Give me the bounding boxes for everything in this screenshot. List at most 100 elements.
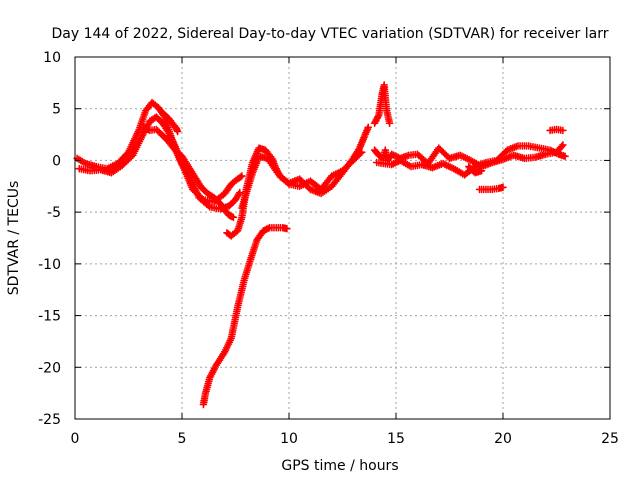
series-track-7 [199, 223, 291, 409]
data-point-marks [221, 206, 232, 218]
data-point-marks [471, 167, 486, 177]
y-tick-label: 0 [52, 153, 61, 169]
y-tick-label: -25 [38, 412, 61, 428]
data-point-marks [531, 150, 548, 162]
data-point-marks [546, 125, 559, 135]
data-point-marks [554, 150, 569, 161]
data-point-marks [265, 223, 278, 232]
data-point-marks [158, 109, 172, 122]
x-axis-label: GPS time / hours [281, 458, 398, 474]
series-track-3 [139, 123, 238, 222]
data-point-marks [503, 142, 520, 154]
data-point-marks [370, 146, 382, 158]
data-point-marks [439, 159, 456, 172]
series-track-12 [546, 125, 567, 135]
data-point-marks [206, 363, 220, 382]
data-point-marks [129, 135, 145, 160]
y-tick-label: -10 [38, 257, 61, 273]
series-track-1 [73, 98, 246, 206]
data-point-marks [107, 163, 125, 177]
data-point-marks [221, 336, 235, 356]
data-point-marks [227, 176, 240, 188]
data-point-marks [165, 115, 179, 130]
data-point-marks [114, 149, 131, 168]
y-tick-label: 5 [52, 102, 61, 118]
series-track-9 [372, 142, 569, 179]
data-point-marks [233, 278, 248, 312]
data-point-marks [317, 183, 334, 198]
data-point-marks [233, 172, 246, 183]
series-track-6 [238, 148, 366, 212]
data-point-marks [169, 144, 185, 159]
data-point-marks [372, 158, 385, 167]
data-point-marks [216, 200, 228, 213]
data-point-marks [375, 92, 386, 119]
data-point-marks [184, 162, 198, 180]
data-point-marks [370, 112, 382, 127]
data-point-marks [360, 123, 372, 142]
y-tick-label: 10 [43, 50, 61, 66]
series-track-2 [75, 113, 244, 213]
series-track-13 [465, 162, 486, 177]
data-point-marks [163, 135, 176, 151]
data-point-marks [482, 185, 494, 194]
x-tick-label: 10 [280, 431, 298, 447]
x-tick-label: 0 [71, 431, 80, 447]
data-point-marks [158, 119, 172, 136]
data-point-marks [148, 98, 161, 111]
data-point-marks [524, 142, 541, 152]
data-point-marks [382, 104, 394, 127]
series-track-5 [223, 123, 372, 240]
tick-layer: 0 5 10 15 20 25 10 5 0 -5 -10 -15 -20 -25 [38, 50, 619, 447]
x-tick-label: 20 [494, 431, 512, 447]
data-point-marks [178, 152, 192, 169]
data-point-marks [152, 125, 163, 136]
data-point-marks [186, 175, 203, 200]
data-point-marks [124, 127, 143, 156]
data-point-marks [492, 147, 510, 165]
x-tick-label: 25 [601, 431, 619, 447]
data-point-marks [233, 215, 246, 235]
data-point-marks [152, 113, 166, 126]
data-point-marks [272, 223, 285, 232]
data-point-marks [253, 228, 267, 244]
series-track-10 [370, 81, 394, 127]
data-point-marks [263, 154, 281, 176]
data-point-marks [225, 197, 238, 210]
data-point-marks [199, 391, 209, 409]
data-point-marks [240, 258, 254, 285]
y-axis-label: SDTVAR / TECUs [6, 181, 22, 296]
data-point-marks [227, 305, 241, 343]
data-point-marks [317, 173, 335, 194]
data-point-marks [509, 151, 527, 162]
data-point-marks [203, 189, 217, 201]
data-point-marks [118, 152, 136, 170]
data-point-marks [261, 146, 275, 161]
data-point-marks [195, 193, 213, 210]
data-point-marks [156, 129, 170, 143]
x-tick-label: 5 [178, 431, 187, 447]
data-point-marks [435, 144, 452, 161]
data-point-marks [488, 184, 501, 194]
data-point-marks [146, 125, 158, 135]
data-point-marks [552, 125, 567, 135]
data-point-marks [349, 148, 366, 165]
data-point-marks [231, 188, 244, 204]
data-point-marks [380, 81, 390, 111]
data-point-marks [212, 349, 228, 369]
data-point-marks [210, 193, 223, 207]
data-point-marks [227, 228, 240, 240]
y-tick-label: -20 [38, 360, 61, 376]
x-tick-label: 15 [387, 431, 405, 447]
data-point-marks [197, 183, 211, 197]
data-point-marks [242, 171, 256, 198]
data-point-marks [246, 238, 261, 264]
plot-area-frame [74, 56, 611, 420]
data-point-marks [274, 170, 292, 187]
data-point-marks [221, 182, 234, 198]
data-point-marks [171, 123, 182, 136]
data-point-marks [428, 160, 446, 172]
data-point-marks [191, 173, 204, 190]
data-point-marks [278, 223, 291, 233]
